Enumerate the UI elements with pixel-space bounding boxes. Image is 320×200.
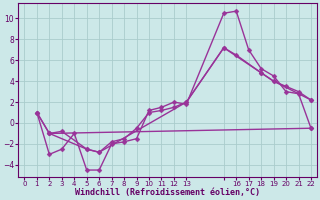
X-axis label: Windchill (Refroidissement éolien,°C): Windchill (Refroidissement éolien,°C) <box>75 188 260 197</box>
